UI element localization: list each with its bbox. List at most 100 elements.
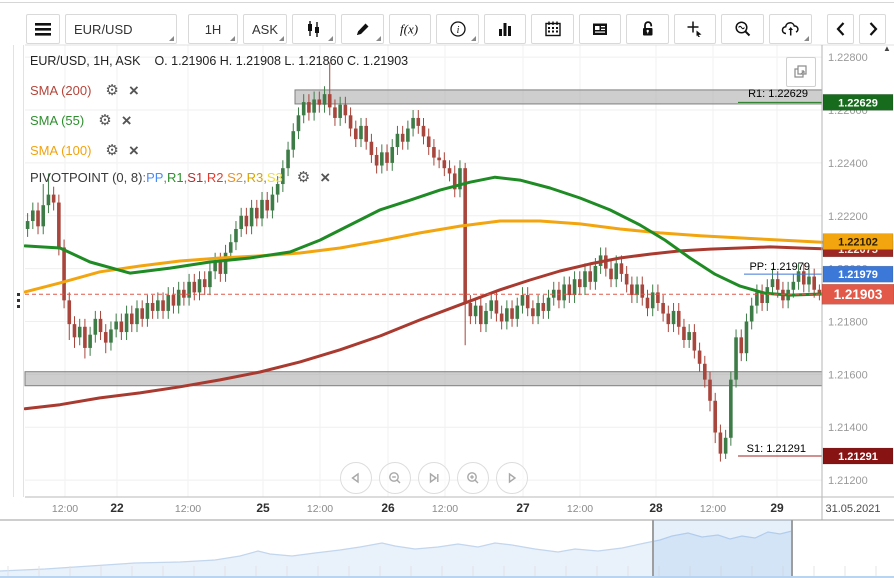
- settings-button[interactable]: ⚙: [891, 14, 894, 44]
- chevron-right-icon: [866, 20, 880, 38]
- svg-text:1.22400: 1.22400: [828, 158, 868, 170]
- replay-step-back-button[interactable]: [340, 462, 372, 494]
- forward-button[interactable]: [859, 14, 886, 44]
- calendar-button[interactable]: [531, 14, 574, 44]
- news-icon: [591, 20, 609, 38]
- draw-tools-button[interactable]: [341, 14, 384, 44]
- svg-text:27: 27: [516, 501, 530, 515]
- info-button[interactable]: i: [436, 14, 479, 44]
- symbol-select[interactable]: EUR/USD: [65, 14, 177, 44]
- pivot-token-pp: PP: [146, 170, 164, 185]
- indicator-label: SMA (100): [30, 143, 92, 158]
- svg-text:12:00: 12:00: [567, 503, 593, 515]
- zoom-icon: [734, 20, 752, 38]
- indicator-2-remove-icon[interactable]: ×: [128, 141, 139, 160]
- candles-icon: [305, 20, 323, 38]
- news-button[interactable]: [579, 14, 621, 44]
- save-cloud-button[interactable]: [769, 14, 812, 44]
- pivot-token-s2: S2: [227, 170, 243, 185]
- svg-text:22: 22: [110, 501, 124, 515]
- replay-controls: [340, 462, 535, 494]
- pivot-token-r1: R1: [167, 170, 184, 185]
- timeframe-select[interactable]: 1H: [188, 14, 238, 44]
- indicator-0-settings-gear-icon[interactable]: ⚙: [105, 82, 119, 99]
- fx-icon: f(x): [397, 20, 423, 38]
- skip-to-end-icon: [429, 472, 439, 484]
- pivot-token-r2: R2: [206, 170, 224, 185]
- pivot-label: PIVOTPOINT (0, 8): [30, 170, 143, 185]
- s1-annotation: S1: 1.21291: [746, 443, 806, 455]
- ohlc-readout: EUR/USD, 1H, ASK O. 1.21906 H. 1.21908 L…: [30, 54, 408, 68]
- indicator-2-settings-gear-icon[interactable]: ⚙: [105, 142, 119, 159]
- pivot-token-r3: R3: [246, 170, 264, 185]
- crosshair-icon: [686, 20, 704, 38]
- svg-text:12:00: 12:00: [52, 503, 78, 515]
- hamburger-icon: [33, 20, 53, 38]
- zoom-out-tool-button[interactable]: [721, 14, 764, 44]
- chart-type-button[interactable]: [292, 14, 336, 44]
- indicator-row: SMA (55) ⚙ ×: [30, 112, 132, 129]
- bars-icon: [496, 20, 514, 38]
- indicators-button[interactable]: f(x): [389, 14, 431, 44]
- pp-annotation: PP: 1.21979: [749, 261, 810, 273]
- indicator-label: SMA (200): [30, 83, 92, 98]
- crosshair-button[interactable]: [674, 14, 716, 44]
- external-link-icon: [794, 65, 807, 78]
- timeframe-select-label: 1H: [204, 21, 222, 37]
- svg-text:1.21400: 1.21400: [828, 422, 868, 434]
- replay-skip-button[interactable]: [418, 462, 450, 494]
- r1-annotation: R1: 1.22629: [748, 88, 808, 100]
- open-in-window-button[interactable]: [786, 57, 816, 87]
- info-icon: i: [449, 20, 467, 38]
- zoom-out-icon: [389, 472, 401, 484]
- pencil-icon: [354, 21, 371, 38]
- svg-text:1.22800: 1.22800: [828, 52, 868, 64]
- side-select-label: ASK: [251, 21, 278, 37]
- svg-text:f(x): f(x): [400, 22, 418, 37]
- ohlc-values: O. 1.21906 H. 1.21908 L. 1.21860 C. 1.21…: [154, 54, 409, 68]
- pivot-settings-gear-icon[interactable]: ⚙: [296, 169, 311, 186]
- svg-text:i: i: [456, 25, 459, 36]
- symbol-select-label: EUR/USD: [74, 21, 133, 37]
- svg-text:1.21200: 1.21200: [828, 475, 868, 487]
- indicator-label: SMA (55): [30, 113, 85, 128]
- svg-text:1.22200: 1.22200: [828, 211, 868, 223]
- calendar-icon: [544, 20, 562, 38]
- svg-text:12:00: 12:00: [175, 503, 201, 515]
- top-divider: [0, 2, 894, 3]
- svg-text:25: 25: [256, 501, 270, 515]
- main-toolbar: EUR/USD 1H ASK f(x) i ⚙: [26, 13, 894, 45]
- navigator-selection[interactable]: [652, 520, 793, 576]
- svg-text:1.21600: 1.21600: [828, 369, 868, 381]
- svg-text:1.21291: 1.21291: [838, 451, 878, 463]
- indicator-0-remove-icon[interactable]: ×: [128, 81, 139, 100]
- side-select[interactable]: ASK: [243, 14, 287, 44]
- replay-zoom-in-button[interactable]: [457, 462, 489, 494]
- svg-text:26: 26: [381, 501, 395, 515]
- panel-drag-handle[interactable]: [13, 45, 24, 497]
- menu-button[interactable]: [26, 14, 60, 44]
- svg-text:1.22102: 1.22102: [838, 237, 878, 249]
- volume-button[interactable]: [484, 14, 526, 44]
- replay-play-button[interactable]: [496, 462, 528, 494]
- pivot-remove-icon[interactable]: ×: [320, 168, 331, 187]
- svg-text:1.21800: 1.21800: [828, 316, 868, 328]
- indicator-row: SMA (100) ⚙ ×: [30, 142, 139, 159]
- replay-zoom-out-button[interactable]: [379, 462, 411, 494]
- svg-text:1.21979: 1.21979: [838, 269, 878, 281]
- pivot-indicator-row: PIVOTPOINT (0, 8) : PP, R1, S1, R2, S2, …: [30, 168, 331, 187]
- drag-dots-icon: [14, 293, 23, 308]
- instrument-label: EUR/USD, 1H, ASK: [30, 54, 141, 68]
- back-button[interactable]: [827, 14, 854, 44]
- lock-button[interactable]: [626, 14, 669, 44]
- svg-text:29: 29: [770, 501, 784, 515]
- indicator-row: SMA (200) ⚙ ×: [30, 82, 139, 99]
- scroll-up-arrow[interactable]: ▲: [883, 44, 891, 53]
- zoom-in-icon: [467, 472, 479, 484]
- play-icon: [508, 472, 517, 484]
- indicator-1-remove-icon[interactable]: ×: [121, 111, 132, 130]
- indicator-1-settings-gear-icon[interactable]: ⚙: [98, 112, 112, 129]
- svg-text:1.21903: 1.21903: [834, 287, 883, 302]
